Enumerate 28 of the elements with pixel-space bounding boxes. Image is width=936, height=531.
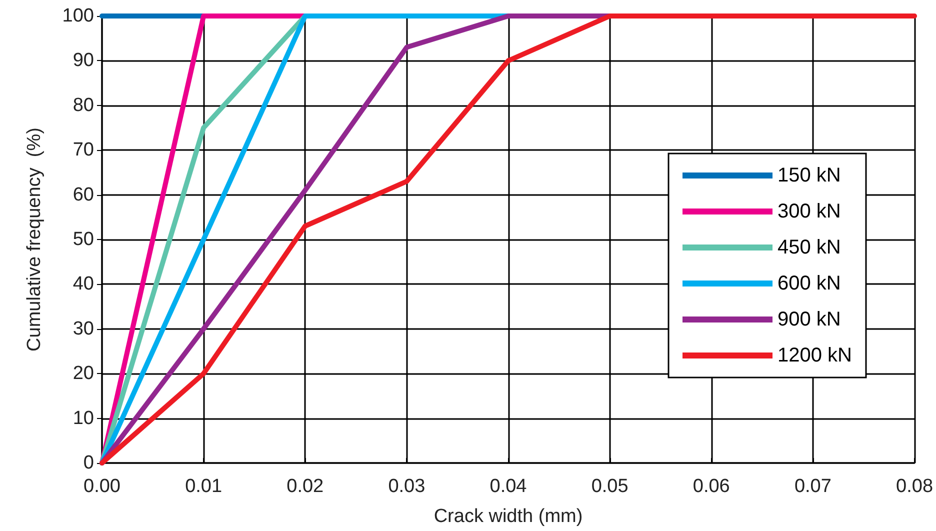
y-tick-label: 10	[72, 408, 94, 429]
y-axis-title: Cumulative frequency (%)	[24, 128, 45, 352]
y-tick-label: 80	[72, 94, 94, 116]
x-axis-title: Crack width (mm)	[434, 506, 583, 527]
legend-label: 300 kN	[778, 200, 841, 222]
x-tick-label: 0.08	[896, 476, 934, 497]
legend-label: 600 kN	[778, 272, 841, 294]
x-tick-label: 0.05	[591, 476, 628, 497]
y-tick-label: 90	[72, 50, 94, 72]
legend-label: 900 kN	[778, 308, 841, 330]
x-tick-label: 0.07	[794, 476, 832, 497]
y-tick-label: 100	[62, 6, 94, 26]
y-tick-label: 70	[72, 140, 94, 161]
y-tick-label: 0	[83, 452, 94, 474]
y-tick-label: 30	[72, 318, 94, 340]
x-tick-label: 0.01	[185, 476, 222, 497]
y-tick-label: 40	[72, 274, 94, 295]
x-tick-label: 0.04	[490, 476, 528, 497]
y-tick-label: 50	[72, 229, 94, 250]
legend-label: 150 kN	[778, 164, 841, 186]
x-tick-label: 0.00	[84, 476, 120, 497]
x-tick-label: 0.03	[388, 476, 426, 497]
x-tick-label: 0.06	[692, 476, 730, 497]
y-tick-label: 20	[72, 363, 94, 384]
legend-label: 450 kN	[778, 236, 841, 258]
y-tick-label: 60	[72, 184, 94, 206]
legend-label: 1200 kN	[778, 344, 852, 366]
x-tick-label: 0.02	[286, 476, 324, 497]
